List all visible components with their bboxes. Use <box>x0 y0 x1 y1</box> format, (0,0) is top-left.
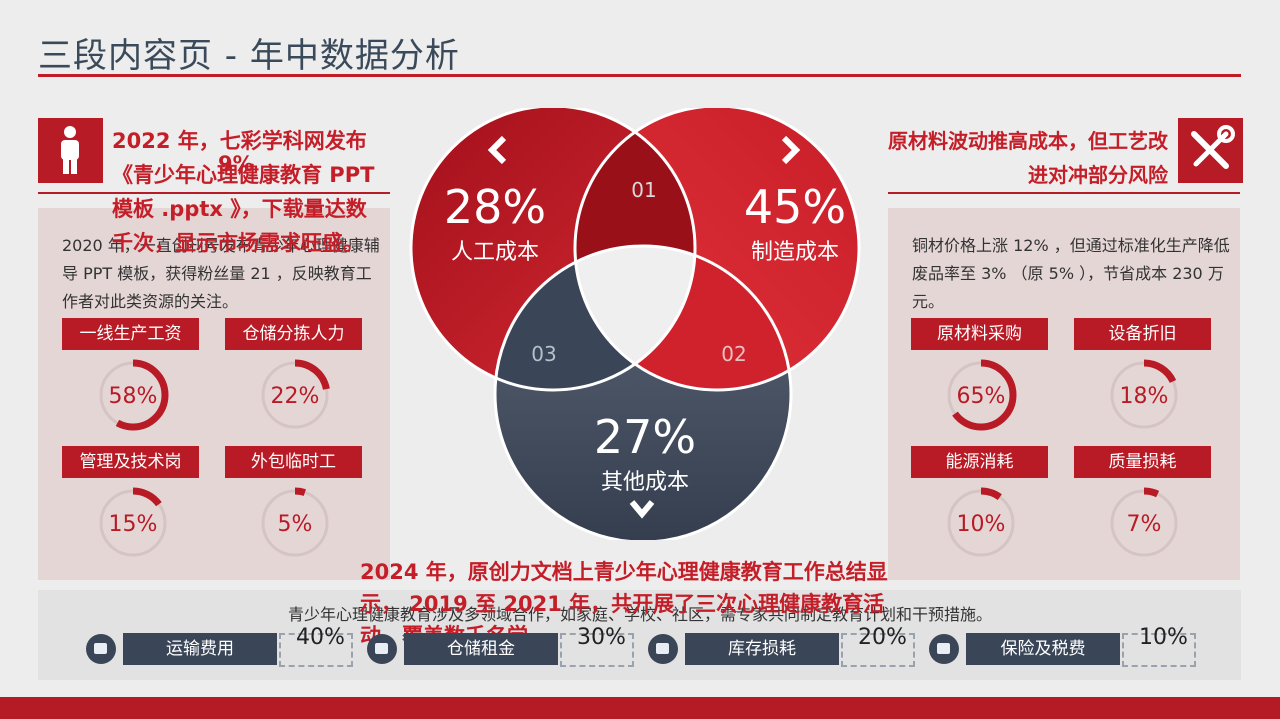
venn-overlap-02 <box>575 246 791 390</box>
bottom-item-2-box <box>560 633 634 667</box>
ring-pct-text: 58% <box>109 384 158 409</box>
venn-intersection-02: 02 <box>721 342 747 366</box>
bottom-item-1-icon <box>86 634 116 664</box>
ring-pct-text: 22% <box>271 384 320 409</box>
bottom-item-2-label: 仓储租金 <box>404 633 558 665</box>
left-item-label-2: 仓储分拣人力 <box>225 318 362 350</box>
venn-overlap-03 <box>495 246 695 390</box>
left-item-label-1: 一线生产工资 <box>62 318 199 350</box>
bottom-item-3-box <box>841 633 915 667</box>
venn-next-icon[interactable] <box>778 130 804 170</box>
ring-arc <box>259 487 331 559</box>
right-ring-3: 10% <box>945 487 1017 563</box>
left-headline: 2022 年，七彩学科网发布《青少年心理健康教育 PPT 模板 .pptx 》，… <box>112 129 375 255</box>
bottom-item-4-label: 保险及税费 <box>966 633 1120 665</box>
ring-pct-text: 5% <box>278 512 313 537</box>
bottom-item-1-label: 运输费用 <box>123 633 277 665</box>
right-item-label-3: 能源消耗 <box>911 446 1048 478</box>
page-title: 三段内容页 - 年中数据分析 <box>38 36 460 76</box>
venn-prev-icon[interactable] <box>484 130 510 170</box>
right-divider <box>888 192 1240 194</box>
right-item-label-2: 设备折旧 <box>1074 318 1211 350</box>
right-headline: 原材料波动推高成本，但工艺改进对冲部分风险 <box>888 129 1168 187</box>
bottom-item-2-pct: 30% <box>577 625 626 650</box>
ring-pct-text: 10% <box>957 512 1006 537</box>
venn-intersection-03: 03 <box>531 342 557 366</box>
bottom-item-1-box <box>279 633 353 667</box>
venn-bottom-pct: 27% <box>593 410 697 464</box>
left-item-label-4: 外包临时工 <box>225 446 362 478</box>
ring-pct-text: 65% <box>957 384 1006 409</box>
left-panel <box>38 208 390 580</box>
right-ring-4: 7% <box>1108 487 1180 563</box>
person-icon <box>38 118 103 183</box>
left-ring-4: 5% <box>259 487 331 563</box>
ring-arc <box>1108 487 1180 559</box>
bottom-item-2-icon <box>367 634 397 664</box>
ring-arc <box>1108 359 1180 431</box>
venn-left-label: 人工成本 <box>450 240 539 265</box>
bottom-item-4-box <box>1122 633 1196 667</box>
right-body-text: 铜材价格上涨 12% ，但通过标准化生产降低废品率至 3% （原 5% ），节省… <box>912 236 1230 311</box>
venn-intersection-01: 01 <box>631 178 657 202</box>
venn-right-label: 制造成本 <box>750 240 839 265</box>
bottom-item-3-label: 库存损耗 <box>685 633 839 665</box>
left-item-label-3: 管理及技术岗 <box>62 446 199 478</box>
footer-bar <box>0 697 1280 719</box>
title-rule <box>38 74 1241 77</box>
ring-pct-text: 7% <box>1127 512 1162 537</box>
ring-arc <box>945 359 1017 431</box>
right-ring-2: 18% <box>1108 359 1180 435</box>
left-overlap-badge: 9% <box>218 152 254 176</box>
tools-icon <box>1178 118 1243 183</box>
left-ring-3: 15% <box>97 487 169 563</box>
venn-diagram <box>409 108 861 540</box>
right-panel <box>888 208 1240 580</box>
left-ring-1: 58% <box>97 359 169 435</box>
left-divider <box>38 192 390 194</box>
ring-pct-text: 15% <box>109 512 158 537</box>
venn-right-pct: 45% <box>743 180 847 234</box>
left-ring-2: 22% <box>259 359 331 435</box>
venn-down-icon[interactable] <box>626 496 658 522</box>
right-item-label-1: 原材料采购 <box>911 318 1048 350</box>
bottom-item-4-icon <box>929 634 959 664</box>
bottom-item-3-icon <box>648 634 678 664</box>
bottom-headline: 2024 年，原创力文档上青少年心理健康教育工作总结显示， 2019 至 202… <box>360 560 888 648</box>
bottom-item-1-pct: 40% <box>296 625 345 650</box>
bottom-item-4-pct: 10% <box>1139 625 1188 650</box>
bottom-item-3-pct: 20% <box>858 625 907 650</box>
ring-arc <box>945 487 1017 559</box>
ring-arc <box>97 359 169 431</box>
venn-left-pct: 28% <box>443 180 547 234</box>
ring-arc <box>259 359 331 431</box>
right-item-label-4: 质量损耗 <box>1074 446 1211 478</box>
left-body-text: 2020 年，一直创刊号发布青少年心理健康辅导 PPT 模板，获得粉丝量 21 … <box>62 236 380 311</box>
venn-bottom-label: 其他成本 <box>600 470 689 495</box>
right-ring-1: 65% <box>945 359 1017 435</box>
ring-pct-text: 18% <box>1120 384 1169 409</box>
ring-arc <box>97 487 169 559</box>
bottom-body-text: 青少年心理健康教育涉及多领域合作，如家庭、学校、社区，需专家共同制定教育计划和干… <box>287 605 992 624</box>
